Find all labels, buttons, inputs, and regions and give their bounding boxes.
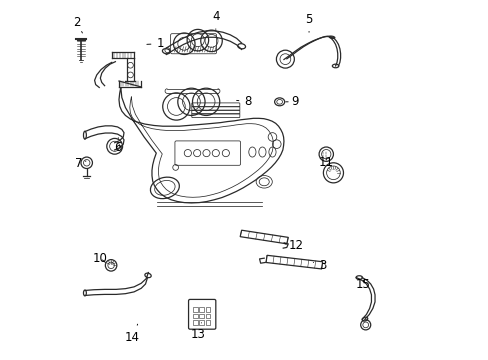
Polygon shape	[240, 230, 287, 244]
Text: 15: 15	[355, 278, 370, 291]
Bar	[192, 320, 197, 325]
FancyBboxPatch shape	[188, 300, 215, 329]
Text: 12: 12	[284, 239, 304, 252]
Bar	[205, 320, 210, 325]
Text: 10: 10	[93, 252, 107, 265]
Bar	[205, 314, 210, 319]
Bar	[199, 320, 203, 325]
Text: 9: 9	[285, 95, 298, 108]
Text: 3: 3	[313, 259, 325, 272]
Bar	[199, 307, 203, 312]
Bar	[192, 307, 197, 312]
Bar	[205, 307, 210, 312]
Text: 6: 6	[114, 138, 122, 154]
Text: 8: 8	[236, 95, 251, 108]
Text: 5: 5	[305, 13, 312, 32]
Text: 14: 14	[125, 324, 140, 343]
Polygon shape	[265, 255, 322, 269]
Text: 7: 7	[75, 157, 86, 170]
Text: 4: 4	[212, 10, 219, 30]
Text: 1: 1	[146, 37, 163, 50]
Bar	[192, 314, 197, 319]
Bar	[199, 314, 203, 319]
Text: 13: 13	[190, 323, 205, 341]
Text: 2: 2	[73, 16, 82, 33]
Text: 11: 11	[318, 156, 333, 169]
